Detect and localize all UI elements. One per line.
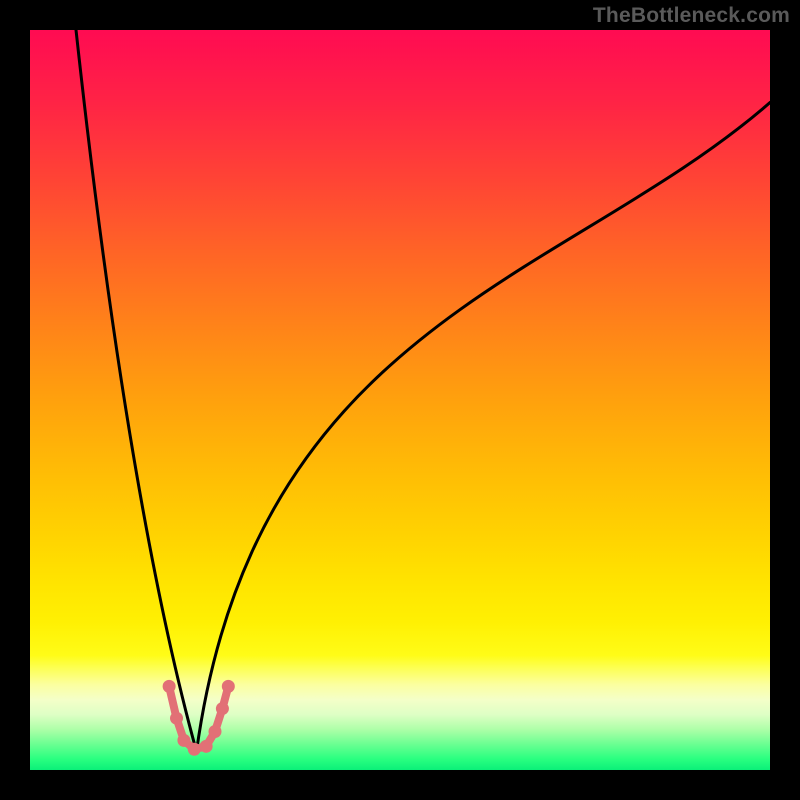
chart-frame: TheBottleneck.com [0,0,800,800]
recommended-range-dot [209,725,222,738]
recommended-range-dot [163,680,176,693]
recommended-range-dot [200,740,213,753]
recommended-range-dot [188,743,201,756]
watermark-text: TheBottleneck.com [593,4,790,28]
plot-background [30,30,770,770]
recommended-range-dot [216,702,229,715]
recommended-range-dot [170,712,183,725]
recommended-range-dot [222,680,235,693]
recommended-range-dot [177,734,190,747]
bottleneck-chart [0,0,800,800]
